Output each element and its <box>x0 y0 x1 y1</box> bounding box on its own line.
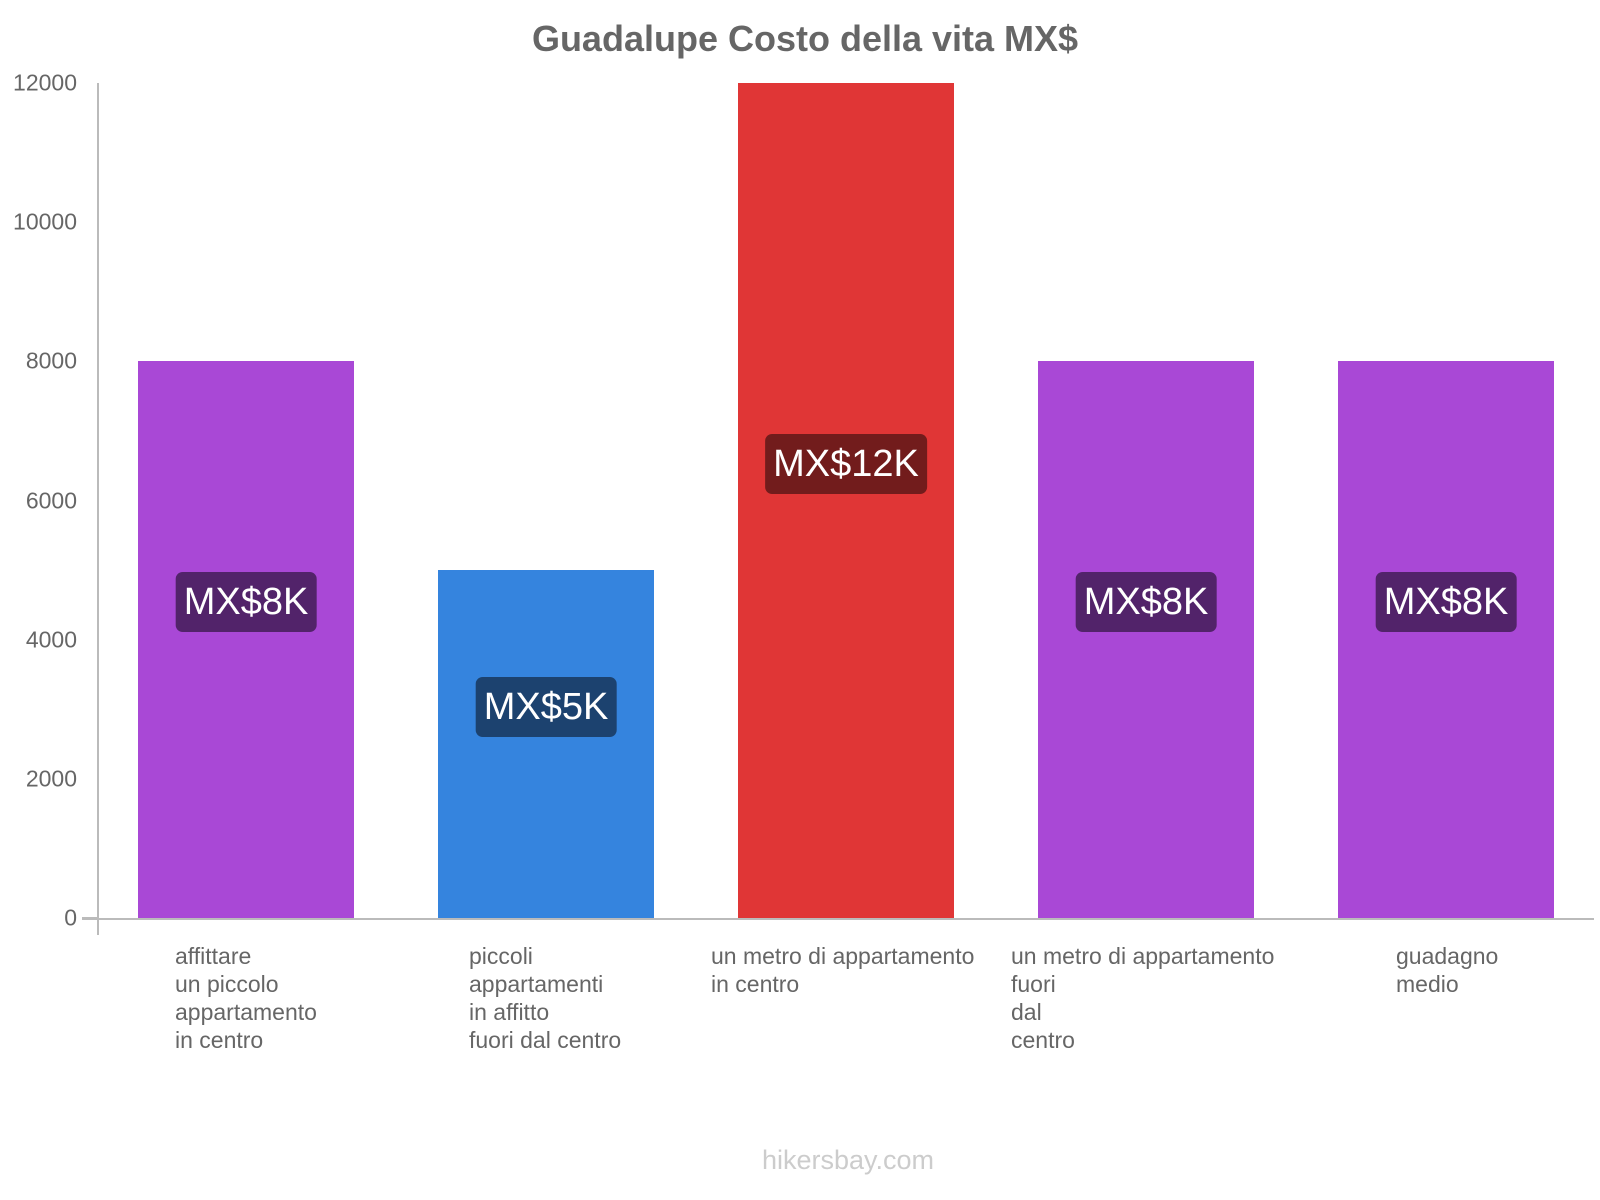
y-tick-mark <box>82 917 97 919</box>
x-category-label: affittare un piccolo appartamento in cen… <box>175 943 317 1053</box>
bar[interactable] <box>438 570 654 918</box>
x-category-label: piccoli appartamenti in affitto fuori da… <box>469 943 622 1053</box>
bar-value-label: MX$8K <box>1375 572 1517 632</box>
y-axis-line <box>97 83 99 935</box>
bar[interactable] <box>138 361 354 918</box>
bar-value-label: MX$5K <box>475 677 617 737</box>
bar[interactable] <box>1338 361 1554 918</box>
bar-value-label: MX$12K <box>765 434 927 494</box>
watermark: hikersbay.com <box>761 1145 935 1175</box>
y-tick-label: 6000 <box>25 487 77 513</box>
x-category-label: un metro di appartamento in centro <box>711 943 975 997</box>
bar-value-label: MX$8K <box>1075 572 1217 632</box>
y-tick-label: 12000 <box>13 69 77 96</box>
chart-title: Guadalupe Costo della vita MX$ <box>531 18 1079 59</box>
bar-value-label: MX$8K <box>175 572 317 632</box>
y-tick-label: 8000 <box>25 347 77 374</box>
y-tick-label: 2000 <box>25 765 77 792</box>
y-tick-label: 4000 <box>25 626 77 653</box>
x-category-label: un metro di appartamento fuori dal centr… <box>1011 943 1275 1053</box>
bar[interactable] <box>1038 361 1254 918</box>
x-axis-line <box>82 918 1594 920</box>
y-tick-label: 0 <box>64 904 77 931</box>
x-category-label: guadagno medio <box>1396 943 1499 997</box>
y-tick-label: 10000 <box>13 208 77 235</box>
bar[interactable] <box>738 83 954 918</box>
